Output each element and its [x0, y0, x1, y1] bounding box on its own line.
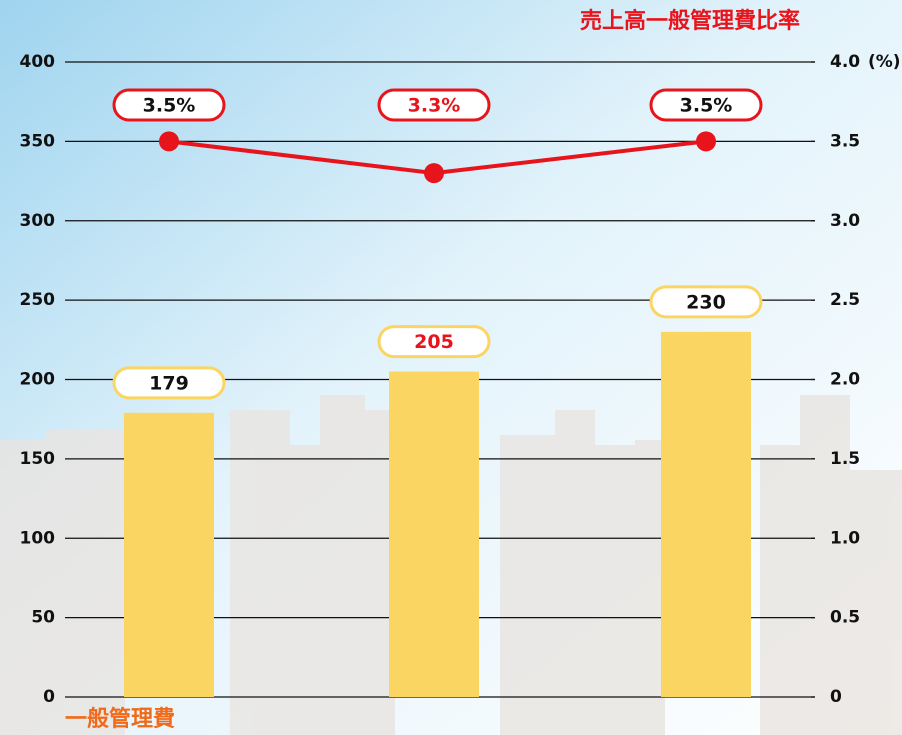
bar — [124, 413, 214, 697]
y2-tick-label: 2.5 — [830, 290, 860, 310]
y-tick-label: 50 — [31, 608, 55, 628]
y2-tick-label: 0 — [830, 687, 842, 707]
y2-tick-label: 0.5 — [830, 608, 860, 628]
y2-tick-label: 3.0 — [830, 211, 860, 231]
y2-tick-label: 1.5 — [830, 449, 860, 469]
line-value-label: 3.5% — [143, 95, 196, 117]
bar — [661, 332, 751, 697]
bar-value-label: 230 — [686, 291, 726, 313]
y-tick-label: 400 — [20, 52, 56, 72]
line-point — [159, 131, 179, 151]
y-tick-label: 0 — [43, 687, 55, 707]
line-series-title: 売上高一般管理費比率 — [580, 8, 800, 34]
y-tick-label: 350 — [20, 131, 56, 151]
y-tick-label: 250 — [20, 290, 56, 310]
bar-value-label: 179 — [149, 372, 189, 394]
y2-tick-label: 4.0 — [830, 52, 860, 72]
y2-tick-label: 2.0 — [830, 370, 860, 390]
y-tick-label: 200 — [20, 370, 56, 390]
bar — [389, 372, 479, 697]
chart: 売上高一般管理費比率 一般管理費 (%) 0 50 100 150 200 250 300 3… — [0, 0, 902, 735]
y-tick-label: 150 — [20, 449, 56, 469]
line-value-label: 3.5% — [680, 95, 733, 117]
line-point — [424, 163, 444, 183]
y2-tick-label: 1.0 — [830, 528, 860, 548]
bar-value-label: 205 — [414, 331, 454, 353]
y2-unit: (%) — [868, 52, 901, 72]
bar-series-title: 一般管理費 — [65, 706, 175, 732]
line-value-label: 3.3% — [408, 95, 461, 117]
line-point — [696, 131, 716, 151]
y-tick-label: 100 — [20, 528, 56, 548]
y2-tick-label: 3.5 — [830, 131, 860, 151]
y-tick-label: 300 — [20, 211, 56, 231]
